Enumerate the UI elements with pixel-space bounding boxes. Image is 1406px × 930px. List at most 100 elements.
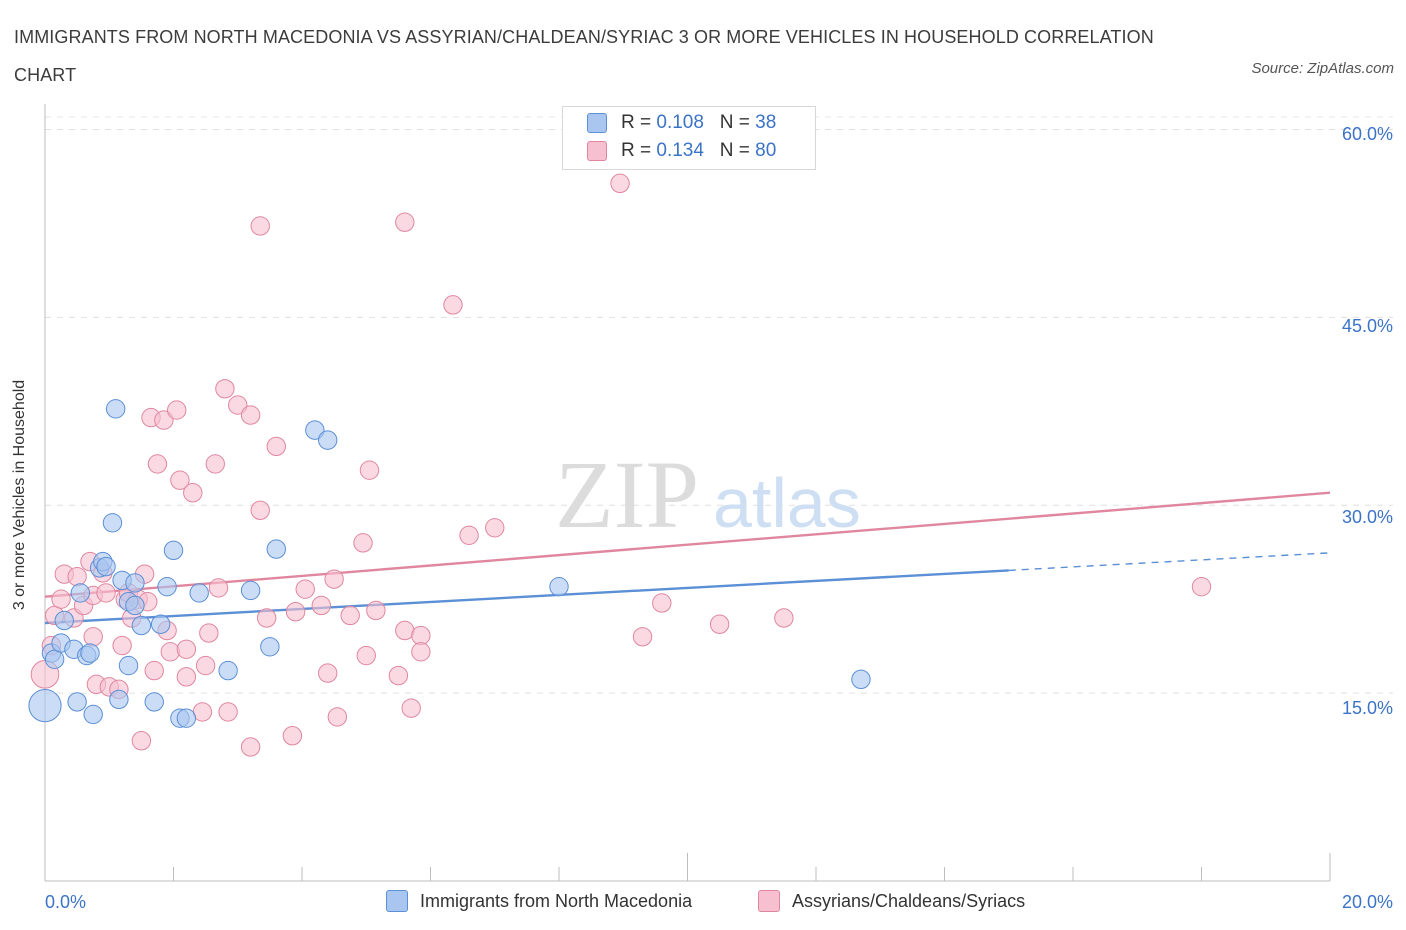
data-point <box>109 689 129 710</box>
legend-label: Immigrants from North Macedonia <box>420 890 693 911</box>
legend-row-macedonia: R = 0.108 N = 38 <box>587 112 776 134</box>
legend-swatch-blue <box>386 890 408 912</box>
data-point <box>318 663 338 683</box>
data-point <box>54 610 74 631</box>
data-point <box>80 643 100 663</box>
legend-swatch-pink <box>758 890 780 912</box>
data-point <box>125 573 145 593</box>
data-point <box>327 707 348 727</box>
data-point <box>205 454 225 474</box>
data-point <box>96 583 116 603</box>
data-point <box>401 698 421 718</box>
data-point <box>256 608 277 628</box>
legend-row-assyrian: R = 0.134 N = 80 <box>587 140 776 162</box>
y-tick-label-45: 45.0% <box>1342 316 1393 336</box>
data-point <box>282 726 303 746</box>
data-point <box>260 637 280 657</box>
data-point <box>485 518 505 538</box>
legend-swatch-pink <box>587 141 607 161</box>
data-point <box>1191 576 1212 597</box>
n-value: 38 <box>755 112 777 133</box>
data-point <box>28 689 62 723</box>
data-point <box>218 660 238 681</box>
data-point <box>549 576 569 597</box>
x-tick-label-max: 20.0% <box>1342 892 1393 912</box>
legend-swatch-blue <box>587 113 607 133</box>
data-point <box>218 702 238 722</box>
data-point <box>709 614 730 634</box>
data-point <box>395 620 415 641</box>
data-point <box>125 595 145 616</box>
data-point <box>632 627 653 647</box>
data-point <box>67 692 87 712</box>
data-point <box>356 645 376 666</box>
data-point <box>131 615 152 636</box>
n-value: 80 <box>755 140 777 161</box>
n-label: N = <box>719 112 750 133</box>
data-point <box>195 655 216 676</box>
data-point <box>610 173 630 194</box>
data-point <box>154 410 174 430</box>
data-point <box>199 623 219 643</box>
watermark-atlas: atlas <box>713 464 861 542</box>
data-point <box>266 539 286 559</box>
data-point <box>411 642 431 662</box>
data-point <box>388 665 409 686</box>
data-point <box>176 667 197 687</box>
data-point <box>163 540 184 561</box>
data-point <box>51 589 71 609</box>
data-point <box>652 593 672 613</box>
data-point <box>285 602 306 622</box>
data-point <box>366 600 386 621</box>
trend-lines <box>44 491 1331 625</box>
data-points <box>28 173 1212 757</box>
data-point <box>96 556 116 577</box>
bottom-legend-assyrian: Assyrians/Chaldeans/Syriacs <box>758 890 1025 912</box>
data-point <box>318 430 338 450</box>
watermark-zip: ZIP <box>555 441 699 548</box>
y-tick-label-60: 60.0% <box>1342 124 1393 144</box>
data-point <box>250 216 270 236</box>
data-point <box>150 614 171 634</box>
r-label: R = <box>621 112 652 133</box>
data-point <box>324 569 344 589</box>
data-point <box>44 649 65 670</box>
data-point <box>774 608 794 628</box>
data-point <box>395 212 415 232</box>
trend-line-0 <box>44 569 1009 625</box>
data-point <box>157 576 177 597</box>
data-point <box>144 692 164 712</box>
data-point <box>83 627 103 647</box>
data-point <box>102 513 123 533</box>
data-point <box>240 405 261 425</box>
r-value: 0.108 <box>656 112 704 133</box>
y-tick-label-15: 15.0% <box>1342 698 1393 718</box>
data-point <box>250 500 270 520</box>
source-note: Source: ZipAtlas.com <box>1251 60 1394 77</box>
data-point <box>240 580 261 601</box>
data-point <box>176 708 197 728</box>
data-point <box>305 420 325 440</box>
y-tick-label-30: 30.0% <box>1342 507 1393 527</box>
data-point <box>459 525 479 546</box>
data-point <box>851 669 871 690</box>
data-point <box>311 595 331 616</box>
data-point <box>67 566 87 587</box>
tick-labels: 0.0% 20.0% 15.0% 30.0% 45.0% 60.0% <box>45 124 1393 912</box>
data-point <box>353 533 373 553</box>
data-point <box>112 635 132 656</box>
trend-extension-0 <box>1008 552 1331 572</box>
data-point <box>160 642 180 662</box>
data-point <box>340 605 360 626</box>
data-point <box>411 625 431 646</box>
chart-title: IMMIGRANTS FROM NORTH MACEDONIA VS ASSYR… <box>14 27 1154 85</box>
data-point <box>215 379 235 399</box>
data-point <box>189 583 209 603</box>
data-point <box>83 704 103 725</box>
data-point <box>183 483 203 503</box>
data-point <box>105 399 126 419</box>
n-label: N = <box>719 140 750 161</box>
legend-label: Assyrians/Chaldeans/Syriacs <box>792 890 1026 911</box>
data-point <box>131 731 152 751</box>
